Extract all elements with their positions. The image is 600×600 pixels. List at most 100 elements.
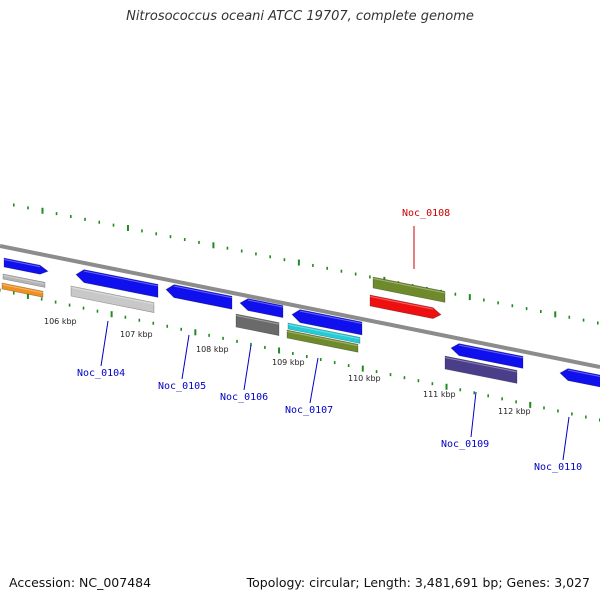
minor-tick: [264, 345, 266, 349]
gene-block-highlight: [287, 324, 361, 340]
minor-tick: [198, 240, 200, 244]
kbp-label: 111 kbp: [423, 390, 456, 399]
major-tick: [126, 225, 129, 232]
minor-tick: [557, 409, 559, 413]
minor-tick: [597, 321, 599, 325]
minor-tick: [40, 297, 43, 301]
minor-tick: [459, 388, 462, 392]
kbp-label: 112 kbp: [498, 407, 531, 416]
minor-tick: [511, 304, 514, 308]
gene-block-highlight: [372, 278, 446, 294]
minor-tick: [319, 358, 322, 362]
minor-tick: [112, 223, 115, 227]
kbp-label: 106 kbp: [44, 317, 77, 326]
minor-tick: [255, 252, 257, 256]
gene-label: Noc_0110: [534, 462, 582, 473]
gene-label: Noc_0104: [77, 368, 125, 379]
gene-block: [75, 269, 159, 298]
minor-tick: [501, 397, 503, 401]
genome-info-label: Topology: circular; Length: 3,481,691 bp…: [246, 575, 590, 590]
minor-tick: [269, 255, 271, 259]
gene-block: [291, 309, 363, 336]
minor-tick: [585, 415, 587, 419]
gene-block-highlight: [286, 331, 359, 347]
major-tick: [529, 401, 532, 408]
gene-block-highlight: [458, 344, 524, 359]
gene-labels: Noc_0104 Noc_0105 Noc_0106 Noc_0107 Noc_0108…: [77, 208, 582, 473]
major-tick: [194, 329, 197, 336]
gene-block-highlight: [247, 299, 284, 308]
minor-tick: [226, 246, 229, 250]
gene-block-highlight: [369, 296, 434, 310]
major-tick: [297, 259, 300, 266]
minor-tick: [454, 292, 457, 296]
minor-tick: [96, 309, 99, 313]
minor-tick: [180, 327, 182, 331]
gene-label: Noc_0107: [285, 405, 333, 416]
minor-tick: [525, 307, 528, 311]
minor-tick: [13, 203, 15, 207]
minor-tick: [354, 272, 357, 276]
gene-block-highlight: [83, 270, 159, 287]
minor-tick: [312, 263, 314, 267]
major-tick: [41, 207, 44, 214]
minor-tick: [568, 315, 571, 319]
gene-block: [444, 355, 518, 384]
minor-tick: [236, 339, 238, 343]
minor-tick: [68, 303, 71, 307]
gene-label: Noc_0105: [158, 381, 206, 392]
kbp-label: 107 kbp: [120, 330, 153, 339]
major-tick: [278, 347, 281, 354]
major-tick: [110, 311, 113, 318]
minor-tick: [155, 232, 158, 236]
gene-block: [559, 368, 600, 388]
major-tick: [445, 383, 448, 390]
leader-line: [562, 416, 570, 461]
major-tick: [361, 365, 364, 372]
gene-block: [235, 313, 280, 336]
major-tick: [554, 311, 557, 318]
minor-tick: [250, 342, 252, 346]
major-tick: [212, 242, 215, 249]
gene-label: Noc_0106: [220, 392, 268, 403]
minor-tick: [571, 412, 573, 416]
gene-block: [287, 322, 361, 344]
page-title: Nitrosococcus oceani ATCC 19707, complet…: [126, 9, 474, 24]
minor-tick: [417, 379, 420, 383]
kbp-label: 108 kbp: [196, 345, 229, 354]
minor-tick: [375, 370, 378, 374]
minor-tick: [152, 321, 155, 325]
gene-block: [369, 294, 442, 319]
minor-tick: [169, 235, 172, 239]
minor-tick: [403, 376, 406, 380]
gene-block: [3, 257, 49, 275]
minor-tick: [0, 288, 1, 292]
gene-block: [286, 329, 359, 353]
gene-label: Noc_0109: [441, 439, 489, 450]
gene-block-highlight: [173, 285, 233, 299]
leader-line: [181, 334, 190, 380]
leader-line: [243, 344, 252, 391]
leader-line: [100, 320, 109, 367]
minor-tick: [98, 220, 101, 224]
gene-block-highlight: [567, 369, 600, 378]
minor-tick: [582, 318, 585, 322]
minor-tick: [69, 215, 72, 219]
gene-label: Noc_0108: [402, 208, 450, 219]
minor-tick: [84, 217, 86, 221]
leader-line: [309, 357, 319, 404]
gene-block-highlight: [2, 275, 46, 285]
minor-tick: [208, 333, 210, 337]
gene-block-highlight: [235, 315, 280, 325]
minor-tick: [473, 391, 476, 395]
gene-block: [2, 273, 46, 288]
gene-block: [372, 276, 446, 303]
minor-tick: [487, 394, 489, 398]
leader-line: [470, 391, 477, 438]
gene-block-highlight: [444, 357, 518, 373]
genome-backbone: [0, 244, 600, 369]
gene-block: [1, 282, 44, 298]
minor-tick: [389, 373, 392, 377]
minor-tick: [540, 309, 542, 313]
